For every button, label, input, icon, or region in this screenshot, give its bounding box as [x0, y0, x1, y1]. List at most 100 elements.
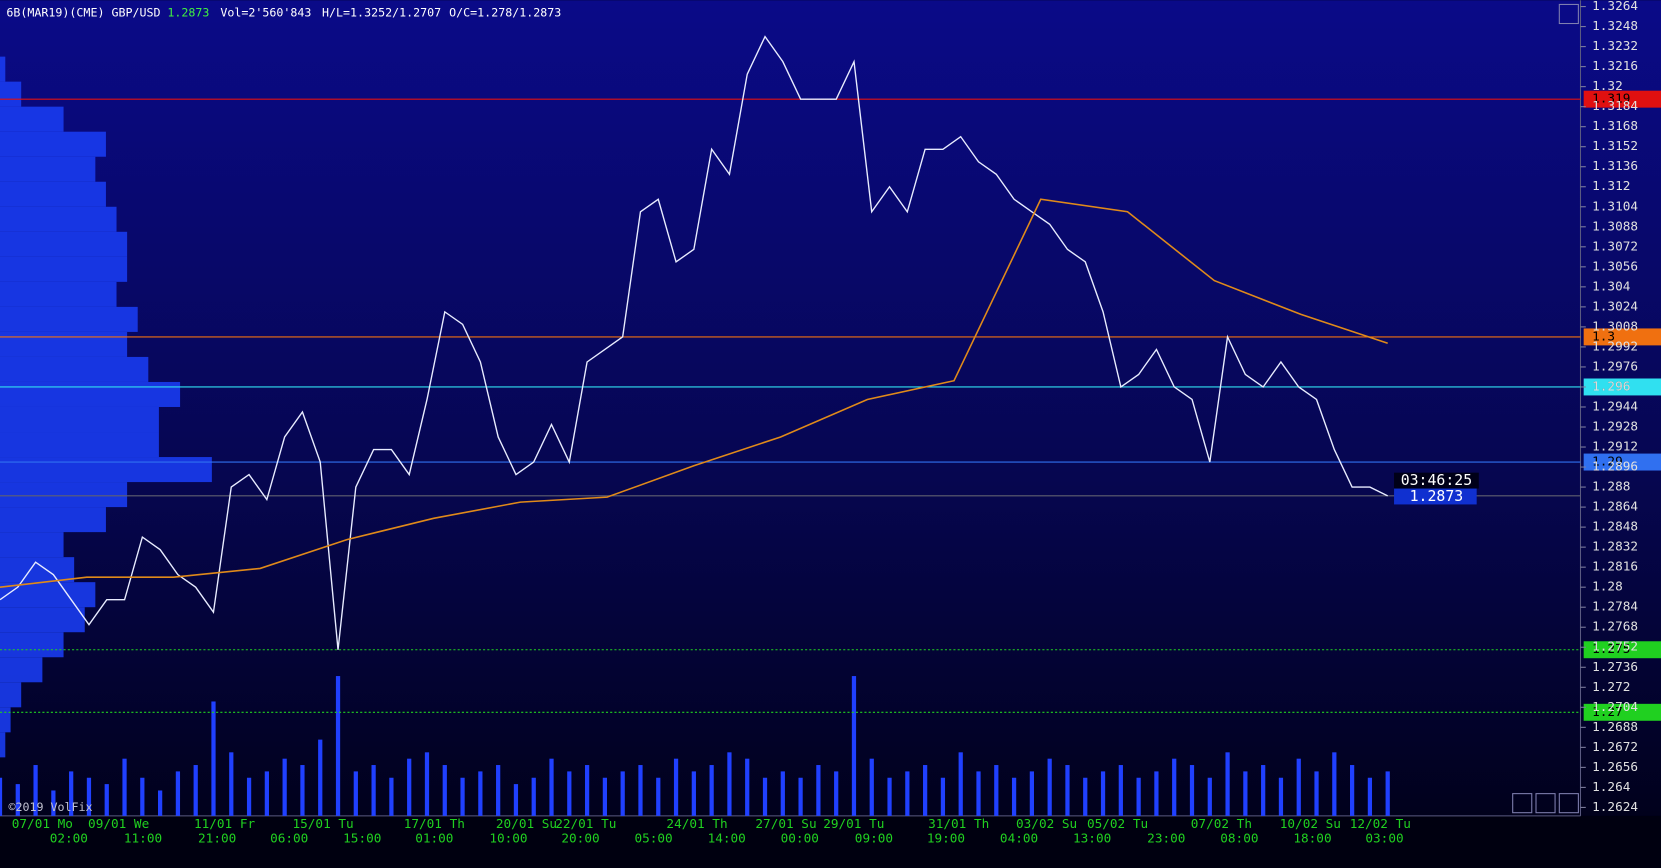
volume-bar	[549, 758, 554, 816]
y-tick-label: 1.264	[1592, 779, 1631, 794]
y-tick-label: 1.2944	[1592, 398, 1638, 413]
y-tick-label: 1.288	[1592, 479, 1630, 494]
x-time-label: 03:00	[1365, 831, 1403, 846]
profile-bar	[0, 231, 128, 257]
volume-bar	[460, 777, 465, 816]
volume-bar	[869, 758, 874, 816]
volume-bar	[264, 771, 269, 816]
y-tick-label: 1.3088	[1592, 218, 1638, 233]
profile-bar	[0, 557, 75, 583]
x-time-label: 20:00	[561, 831, 599, 846]
volume-bar	[1261, 765, 1266, 816]
volume-bar	[1314, 771, 1319, 816]
level-tag-label: 1.3	[1592, 328, 1615, 343]
volume-bar	[33, 765, 38, 816]
y-tick-label: 1.3184	[1592, 98, 1638, 113]
volume-bar	[745, 758, 750, 816]
price-tag-label: 1.2873	[1410, 488, 1464, 505]
y-tick-label: 1.2624	[1592, 799, 1638, 814]
volume-bar	[620, 771, 625, 816]
x-time-label: 01:00	[415, 831, 453, 846]
volume-bar	[1243, 771, 1248, 816]
y-tick-label: 1.2784	[1592, 599, 1638, 614]
x-time-label: 02:00	[50, 831, 88, 846]
volume-bar	[1296, 758, 1301, 816]
x-date-label: 31/01 Th	[928, 816, 989, 831]
volume-bar	[673, 758, 679, 816]
volume-bar	[69, 771, 74, 816]
y-tick-label: 1.3264	[1592, 0, 1638, 13]
x-date-label: 22/01 Tu	[555, 816, 616, 831]
volume-bar	[15, 784, 20, 816]
layout-button[interactable]	[1558, 793, 1579, 814]
volume-bar	[371, 765, 376, 816]
volume-bar	[318, 739, 323, 816]
layout-button[interactable]	[1535, 793, 1556, 814]
volume-bar	[229, 752, 234, 816]
countdown-box	[1394, 472, 1479, 489]
volume-bar	[246, 777, 252, 816]
y-tick-label: 1.2672	[1592, 739, 1638, 754]
x-date-label: 15/01 Tu	[292, 816, 353, 831]
profile-bar	[0, 532, 64, 558]
draw-tool-button[interactable]	[1558, 3, 1579, 25]
volume-bar	[691, 771, 696, 816]
volume: Vol=2'560'843	[220, 5, 311, 19]
profile-bar	[0, 582, 96, 608]
volume-bar	[1278, 777, 1284, 816]
profile-bar	[0, 206, 117, 232]
profile-bar	[0, 81, 22, 107]
volume-bar	[1154, 771, 1159, 816]
profile-bar	[0, 281, 117, 307]
volume-bar	[887, 777, 892, 816]
y-tick-label: 1.2736	[1592, 659, 1638, 674]
x-time-label: 09:00	[855, 831, 893, 846]
x-date-label: 27/01 Su	[755, 816, 816, 831]
price-tag	[1394, 488, 1477, 505]
volume-bar	[1172, 758, 1177, 816]
volume-bar	[1207, 777, 1212, 816]
y-tick-label: 1.2992	[1592, 338, 1638, 353]
y-tick-label: 1.2688	[1592, 719, 1638, 734]
volume-bar	[407, 758, 412, 816]
volume-bar	[638, 765, 643, 816]
volume-bar	[158, 790, 163, 816]
x-time-label: 04:00	[1000, 831, 1038, 846]
y-tick-label: 1.32	[1592, 78, 1623, 93]
profile-bar	[0, 356, 149, 382]
volume-bar	[1065, 765, 1070, 816]
y-tick-label: 1.3104	[1592, 198, 1638, 213]
volume-bar	[780, 771, 785, 816]
volume-bar	[1029, 771, 1034, 816]
x-date-label: 07/01 Mo	[12, 816, 73, 831]
profile-bar	[0, 106, 64, 132]
y-tick-label: 1.28	[1592, 579, 1623, 594]
y-tick-label: 1.3136	[1592, 158, 1638, 173]
volume-bar	[442, 765, 447, 816]
volume-bar	[1118, 765, 1123, 816]
volume-profile	[0, 56, 212, 758]
volume-bar	[602, 777, 608, 816]
profile-bar	[0, 432, 159, 458]
y-tick-label: 1.3168	[1592, 118, 1638, 133]
volume-bar	[1385, 771, 1390, 816]
profile-bar	[0, 181, 106, 207]
profile-bar	[0, 131, 106, 157]
x-time-label: 18:00	[1293, 831, 1331, 846]
layout-button[interactable]	[1512, 793, 1533, 814]
symbol: 6B(MAR19)(CME) GBP/USD	[6, 5, 160, 19]
y-tick-label: 1.2928	[1592, 419, 1638, 434]
y-tick-label: 1.2832	[1592, 539, 1638, 554]
volume-bar	[0, 777, 3, 816]
x-time-label: 23:00	[1147, 831, 1185, 846]
y-tick-label: 1.3248	[1592, 18, 1638, 33]
x-date-label: 09/01 We	[88, 816, 149, 831]
volume-bar	[727, 752, 732, 816]
price-line	[0, 198, 1388, 588]
volume-bar	[424, 752, 430, 816]
x-date-label: 20/01 Su	[496, 816, 557, 831]
y-tick-label: 1.2896	[1592, 459, 1638, 474]
x-date-label: 17/01 Th	[404, 816, 465, 831]
y-tick-label: 1.272	[1592, 679, 1630, 694]
